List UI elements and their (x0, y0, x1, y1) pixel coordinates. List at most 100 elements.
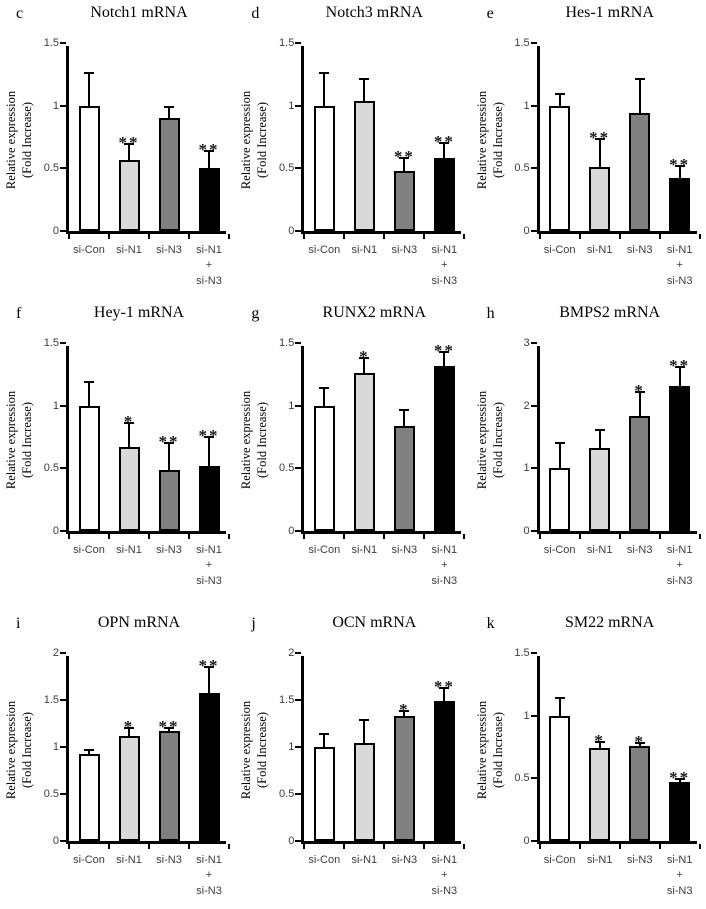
plot-area: 0 0.5 1 1.5 si-Con * si-N1 si-N3 ** si-N1 + si-N3 (279, 337, 466, 587)
x-category-label-si-n1-si-n3: si-N1 + si-N3 (431, 244, 458, 287)
x-category-label-si-n3: si-N3 (626, 854, 653, 866)
y-tick-mark (60, 342, 66, 344)
chart-panel-k: k SM22 mRNA Relative expression (Fold Incr… (471, 610, 706, 909)
bar-si-con (549, 715, 571, 841)
y-tick-mark (60, 746, 66, 748)
bar-si-con (78, 105, 100, 231)
y-axis-label-text: Relative expression (Fold Increase) (474, 390, 505, 490)
error-bar-si-n3 (403, 710, 406, 716)
error-bar-cap-si-n1-si-n3 (674, 778, 685, 781)
x-tick-mark (578, 534, 581, 539)
x-category-label-si-n3: si-N3 (156, 854, 182, 866)
bar-si-n3 (393, 170, 415, 231)
x-tick-mark (303, 234, 306, 239)
y-tick-mark (530, 714, 537, 717)
plot-area: 0 1 2 3 si-Con si-N1 * si-N3 ** si-N1 + si-N3 (524, 337, 701, 587)
bar-si-n3 (393, 425, 415, 531)
y-tick-mark (60, 840, 66, 842)
x-category-label-si-con: si-Con (308, 244, 341, 256)
y-tick-mark (60, 530, 66, 532)
x-category-label-si-n1: si-N1 (116, 544, 142, 556)
y-tick-mark (60, 104, 66, 107)
x-category-label-si-n1-si-n3: si-N1 + si-N3 (666, 244, 693, 287)
x-category-label-si-con: si-Con (543, 244, 576, 256)
chart-title: SM22 mRNA (564, 614, 655, 631)
bar-si-n3 (629, 745, 651, 841)
x-category-label-si-n1-si-n3: si-N1 + si-N3 (666, 854, 693, 897)
significance-marker-si-n3: * (634, 381, 645, 401)
significance-marker-si-n1: ** (118, 133, 140, 153)
bar-si-con (78, 405, 100, 531)
x-category-label-si-con: si-Con (73, 854, 105, 866)
error-bar-si-n1-si-n3 (208, 435, 210, 466)
y-tick-label: 0.5 (43, 162, 59, 175)
panel-letter: d (251, 5, 260, 22)
panel-letter: g (251, 305, 260, 322)
bar-si-n1 (353, 373, 375, 531)
error-bar-si-n3 (168, 442, 170, 470)
bar-si-n3 (158, 469, 180, 531)
y-tick-mark (530, 652, 537, 654)
plot-area: 0 0.5 1 1.5 si-Con ** si-N1 si-N3 ** si-N1 + si-N… (514, 37, 701, 287)
error-bar-cap-si-con (84, 380, 94, 383)
y-tick-label: 0 (52, 225, 59, 237)
y-tick-label: 1.5 (279, 37, 295, 49)
x-tick-mark (383, 234, 386, 239)
error-bar-cap-si-n3 (399, 409, 410, 412)
y-tick-label: 0 (288, 525, 295, 537)
bar-si-con (549, 105, 571, 231)
x-category-label-si-n1-si-n3: si-N1 + si-N3 (431, 854, 458, 897)
x-tick-mark (188, 534, 190, 539)
y-tick-label: 1.5 (514, 37, 530, 49)
chart-panel-j: j OCN mRNA Relative expression (Fold Incre… (235, 610, 470, 909)
error-bar-si-con (323, 71, 326, 106)
chart-title: BMPS2 mRNA (559, 304, 661, 321)
y-tick-label: 0 (52, 835, 59, 847)
chart-title: Hes-1 mRNA (565, 4, 654, 21)
x-category-label-si-n3: si-N3 (391, 854, 418, 866)
y-axis-label-text: Relative expression (Fold Increase) (4, 90, 35, 190)
y-tick-mark (530, 342, 537, 344)
significance-marker-si-n1-si-n3: ** (669, 154, 691, 174)
error-bar-cap-si-con (319, 732, 330, 735)
panel-letter: e (486, 5, 494, 22)
x-tick-mark (618, 844, 621, 849)
error-bar-cap-si-n1-si-n3 (204, 435, 214, 438)
error-bar-cap-si-n1-si-n3 (204, 149, 214, 152)
y-tick-label: 0 (523, 835, 530, 847)
x-category-label-si-n1: si-N1 (351, 544, 378, 556)
y-tick-label: 1.5 (279, 694, 295, 706)
panel-letter: j (251, 615, 256, 632)
y-tick-label: 1.5 (514, 647, 530, 659)
x-tick-mark (188, 234, 190, 239)
x-tick-mark (228, 534, 230, 539)
x-tick-mark (538, 534, 541, 539)
bar-si-n1-si-n3 (669, 782, 691, 841)
error-bar-cap-si-n1 (359, 356, 370, 359)
error-bar-cap-si-n3 (399, 710, 410, 713)
x-category-label-si-n1: si-N1 (586, 854, 613, 866)
y-tick-mark (295, 652, 302, 654)
x-tick-mark (538, 844, 541, 849)
y-tick-mark (60, 652, 66, 654)
error-bar-si-n1-si-n3 (208, 149, 210, 169)
chart-panel-f: f Hey-1 mRNA Relative expression (Fold Inc… (0, 300, 235, 610)
x-tick-mark (108, 844, 110, 849)
y-tick-mark (530, 104, 537, 107)
y-tick-mark (530, 42, 537, 44)
bar-si-con (313, 105, 335, 231)
y-tick-mark (295, 42, 302, 44)
y-tick-label: 0.5 (43, 788, 59, 800)
y-tick-label: 0.5 (514, 162, 530, 175)
error-bar-si-n3 (168, 105, 170, 119)
plot-area: 0 0.5 1 1.5 si-Con * si-N1 ** si-N3 ** si-N1 + si-… (44, 337, 230, 587)
x-tick-mark (383, 534, 386, 539)
x-category-label-si-n1-si-n3: si-N1 + si-N3 (666, 544, 693, 587)
y-axis-label-text: Relative expression (Fold Increase) (239, 90, 270, 190)
y-tick-label: 0 (288, 225, 295, 237)
bar-si-n3 (158, 118, 180, 231)
bar-si-n3 (629, 113, 651, 231)
x-tick-mark (68, 234, 70, 239)
y-axis-label: Relative expression (Fold Increase) (238, 46, 272, 234)
error-bar-cap-si-n1-si-n3 (204, 666, 214, 669)
